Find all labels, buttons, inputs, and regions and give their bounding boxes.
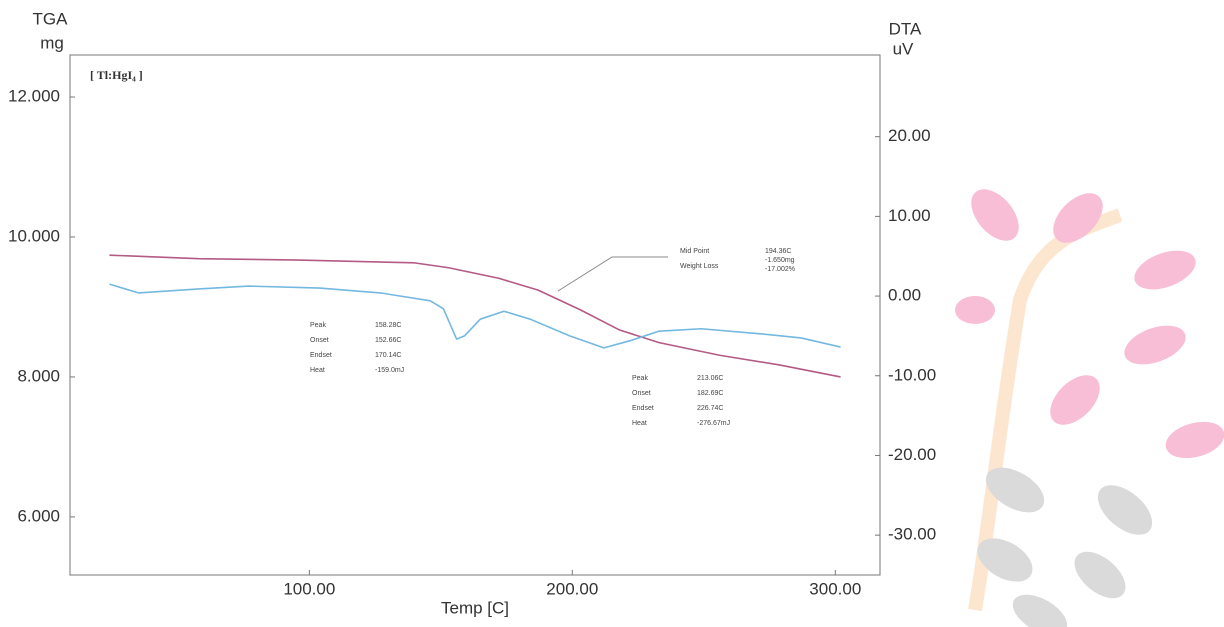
annotation-value: -159.0mJ (375, 367, 404, 374)
leader-line (558, 257, 668, 291)
y2-tick-label: -20.00 (888, 445, 936, 464)
annotation-value: 170.14C (375, 352, 401, 359)
x-tick-label: 100.00 (283, 579, 335, 598)
annotation-label: Peak (310, 322, 326, 329)
annotation-value: 182.69C (697, 390, 723, 397)
annotation-label: Weight Loss (680, 263, 719, 270)
plot-frame (70, 55, 880, 575)
watermark (955, 180, 1224, 627)
watermark-leaf (1041, 366, 1109, 434)
y-tick-label: 8.000 (17, 366, 60, 385)
annotation-value: 152.66C (375, 337, 401, 344)
annotation-label: Onset (632, 390, 651, 397)
x-tick-label: 200.00 (546, 579, 598, 598)
annotation-value: -276.67mJ (697, 420, 730, 427)
chart: [ Tl:HgI₄ ] TGA mg DTA uV Temp [C] 100.0… (0, 0, 1224, 627)
watermark-leaf (1162, 416, 1224, 464)
y2-axis-unit: uV (893, 39, 914, 58)
annotation-value: 213.06C (697, 375, 723, 382)
annotation-label: Heat (310, 367, 325, 374)
x-tick-label: 300.00 (809, 579, 861, 598)
annotation-value: 158.28C (375, 322, 401, 329)
watermark-leaf (955, 296, 995, 324)
y2-tick-label: -30.00 (888, 525, 936, 544)
x-axis-title: Temp [C] (441, 598, 509, 617)
annotation-label: Peak (632, 375, 648, 382)
watermark-leaf (1006, 586, 1074, 627)
y2-tick-label: 20.00 (888, 126, 931, 145)
annotation-label: Heat (632, 420, 647, 427)
annotation-value: -17.002% (765, 266, 795, 273)
y-axis-unit: mg (40, 33, 64, 52)
annotation-label: Endset (310, 352, 332, 359)
annotation-label: Mid Point (680, 248, 709, 255)
y2-tick-label: 10.00 (888, 206, 931, 225)
annotation-value: 226.74C (697, 405, 723, 412)
y-tick-label: 12.000 (8, 86, 60, 105)
series-line (109, 255, 840, 377)
sample-label: [ Tl:HgI₄ ] (90, 68, 143, 82)
y2-axis-title: DTA (889, 19, 922, 38)
annotation-value: 194.36C (765, 248, 791, 255)
watermark-leaf (1119, 318, 1191, 372)
series-line (109, 284, 840, 348)
y-tick-label: 6.000 (17, 506, 60, 525)
watermark-leaf (1089, 476, 1161, 545)
y-tick-label: 10.000 (8, 226, 60, 245)
watermark-leaf (962, 180, 1028, 249)
y-axis-title: TGA (33, 9, 69, 28)
annotation-value: -1.650mg (765, 257, 795, 264)
annotation-label: Endset (632, 405, 654, 412)
y2-tick-label: -10.00 (888, 365, 936, 384)
watermark-leaf (1066, 543, 1134, 608)
annotation-label: Onset (310, 337, 329, 344)
y2-tick-label: 0.00 (888, 286, 921, 305)
watermark-leaf (1129, 243, 1201, 297)
